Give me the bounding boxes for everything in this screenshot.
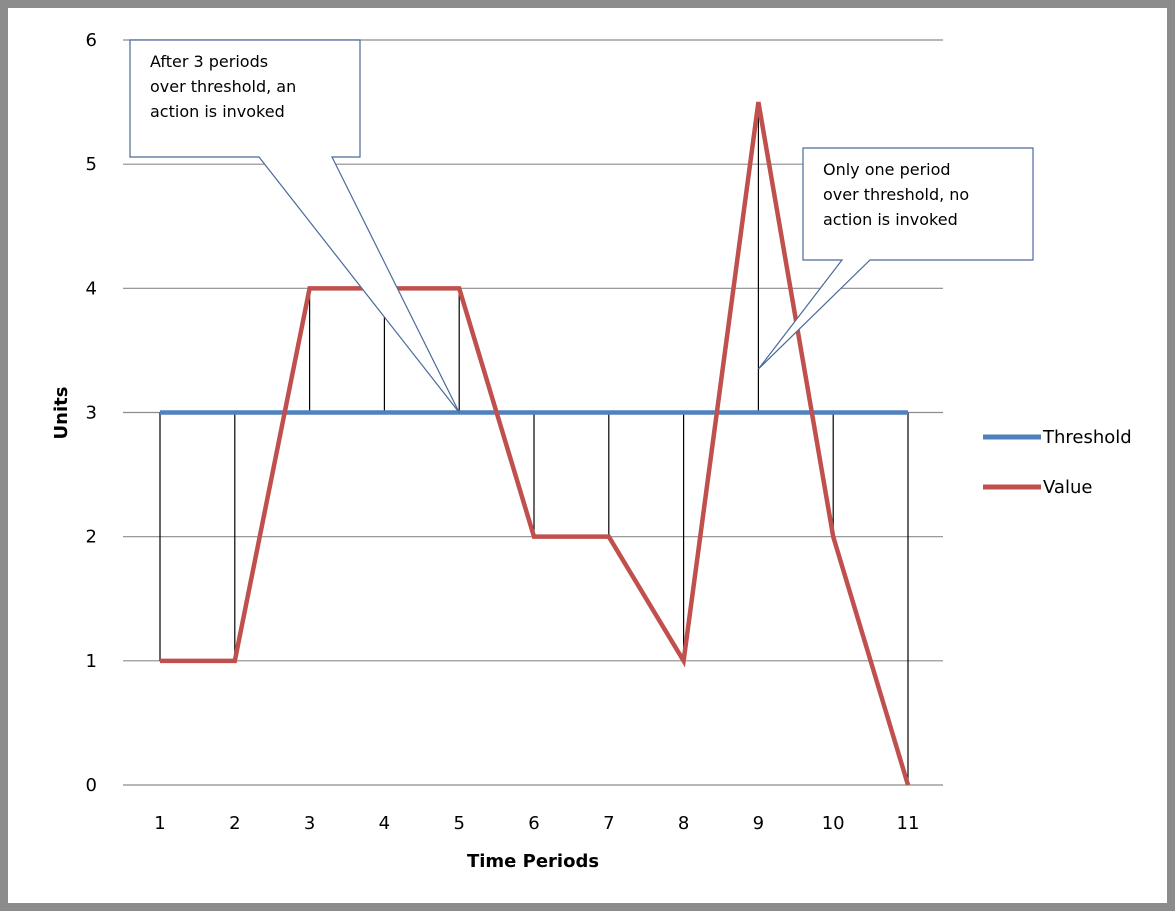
y-tick-label-5: 5 bbox=[86, 154, 97, 175]
callout-text-line: Only one period bbox=[823, 160, 951, 179]
series-line-value bbox=[160, 101, 911, 786]
x-tick-label-8: 8 bbox=[678, 813, 689, 834]
y-tick-label-4: 4 bbox=[86, 278, 97, 299]
x-tick-label-2: 2 bbox=[229, 813, 240, 834]
series-lines bbox=[160, 101, 911, 786]
x-tick-label-10: 10 bbox=[822, 813, 845, 834]
callout-shape bbox=[757, 147, 1034, 370]
tick-labels: 0 1 2 3 4 5 6 1 2 3 4 5 6 7 8 9 10 11 bbox=[86, 30, 920, 834]
callout-text-line: After 3 periods bbox=[150, 52, 268, 71]
callout-text-line: action is invoked bbox=[150, 102, 285, 121]
x-tick-label-6: 6 bbox=[528, 813, 539, 834]
y-tick-label-1: 1 bbox=[86, 651, 97, 672]
x-tick-label-4: 4 bbox=[379, 813, 390, 834]
x-tick-label-11: 11 bbox=[897, 813, 920, 834]
legend: Threshold Value bbox=[983, 427, 1132, 498]
y-axis-title: Units bbox=[51, 387, 72, 440]
y-tick-label-2: 2 bbox=[86, 527, 97, 548]
y-tick-label-3: 3 bbox=[86, 403, 97, 424]
y-tick-label-0: 0 bbox=[86, 775, 97, 796]
y-tick-label-6: 6 bbox=[86, 30, 97, 51]
x-tick-label-7: 7 bbox=[603, 813, 614, 834]
x-tick-label-9: 9 bbox=[753, 813, 764, 834]
callout-text-line: over threshold, an bbox=[150, 77, 296, 96]
callout-2: Only one period over threshold, no action … bbox=[757, 147, 1034, 370]
callout-text-line: action is invoked bbox=[823, 210, 958, 229]
legend-label-value: Value bbox=[1043, 477, 1092, 498]
x-tick-label-5: 5 bbox=[453, 813, 464, 834]
callout-text-line: over threshold, no bbox=[823, 185, 969, 204]
x-axis-title: Time Periods bbox=[467, 851, 599, 872]
legend-label-threshold: Threshold bbox=[1042, 427, 1132, 448]
x-tick-label-3: 3 bbox=[304, 813, 315, 834]
callouts: After 3 periods over threshold, an action … bbox=[129, 39, 1034, 413]
drop-lines bbox=[159, 102, 909, 785]
callout-1: After 3 periods over threshold, an action … bbox=[129, 39, 460, 413]
x-tick-label-1: 1 bbox=[154, 813, 165, 834]
callout-shape bbox=[129, 39, 460, 413]
